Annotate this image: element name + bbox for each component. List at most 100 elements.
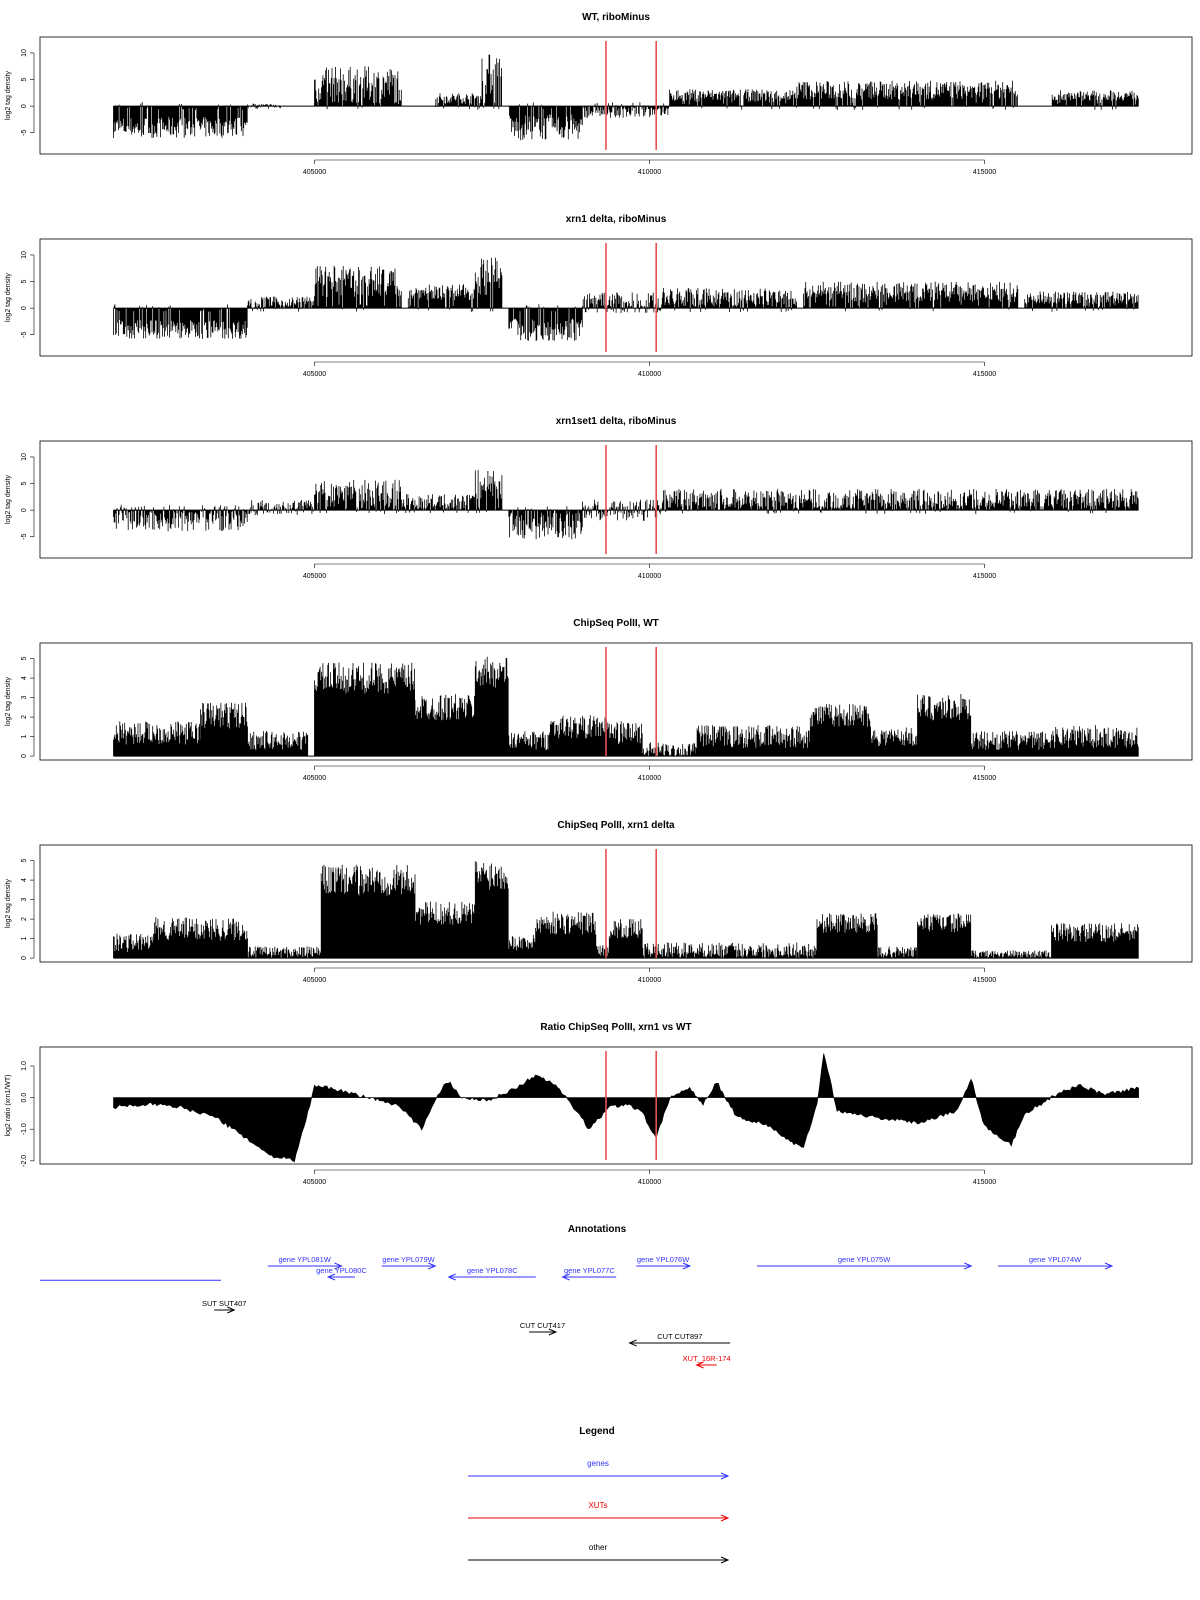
y-tick-label: 2 bbox=[21, 917, 28, 921]
feature-label: CUT CUT417 bbox=[520, 1321, 565, 1330]
legend-item: XUTs bbox=[468, 1501, 730, 1522]
plot-frame bbox=[39, 844, 1193, 963]
feature-label: XUT_16R-174 bbox=[683, 1354, 731, 1363]
legend-label: XUTs bbox=[588, 1501, 607, 1510]
y-tick-label: 3 bbox=[21, 696, 28, 700]
legend-item: genes bbox=[468, 1459, 730, 1480]
arrow-right-icon bbox=[720, 1556, 730, 1564]
annotation-feature: gene YPL079W bbox=[381, 1255, 437, 1270]
track-panel-1: WT, riboMinus -5 0 5 10 log2 tag density 40500… bbox=[5, 12, 1193, 176]
y-tick-label: 1 bbox=[21, 735, 28, 739]
y-tick-label: -2.0 bbox=[21, 1155, 28, 1167]
arrow-right-icon bbox=[720, 1514, 730, 1522]
y-tick-label: 2 bbox=[21, 715, 28, 719]
arrow-right-icon bbox=[720, 1472, 730, 1480]
panel-title: WT, riboMinus bbox=[582, 12, 650, 23]
y-tick-label: 1.0 bbox=[21, 1061, 28, 1071]
y-tick-label: -5 bbox=[21, 534, 28, 540]
y-tick-label: 5 bbox=[21, 481, 28, 485]
annotation-feature: CUT CUT417 bbox=[520, 1321, 565, 1336]
y-tick-label: 0.0 bbox=[21, 1093, 28, 1103]
plot-frame bbox=[39, 642, 1193, 761]
y-tick-label: 10 bbox=[21, 453, 28, 461]
y-axis-label: log2 tag density bbox=[5, 474, 12, 524]
signal-bars bbox=[113, 469, 1139, 540]
y-axis-label: log2 ratio (xrn1/WT) bbox=[5, 1075, 12, 1137]
arrow-right-icon bbox=[428, 1262, 437, 1270]
x-tick-label: 405000 bbox=[303, 977, 326, 984]
annotations-panel: Annotations gene YPL081W gene YPL080C gene … bbox=[40, 1224, 1114, 1369]
y-tick-label: 0 bbox=[21, 956, 28, 960]
annotations-title: Annotations bbox=[568, 1224, 627, 1235]
ratio-area bbox=[113, 1053, 1139, 1163]
y-tick-label: 0 bbox=[21, 508, 28, 512]
x-tick-label: 415000 bbox=[973, 1179, 996, 1186]
track-panel-4: ChipSeq PolII, WT 0 1 2 3 4 5 log2 tag density 4… bbox=[5, 618, 1193, 782]
panel-title: xrn1 delta, riboMinus bbox=[566, 214, 667, 225]
legend-label: genes bbox=[587, 1459, 609, 1468]
annotation-feature: gene YPL077C bbox=[561, 1266, 617, 1281]
track-panel-5: ChipSeq PolII, xrn1 delta 0 1 2 3 4 5 log2 tag … bbox=[5, 820, 1193, 984]
panel-title: ChipSeq PolII, WT bbox=[573, 618, 659, 629]
x-tick-label: 410000 bbox=[638, 169, 661, 176]
arrow-left-icon bbox=[326, 1273, 336, 1281]
legend-item: other bbox=[468, 1543, 730, 1564]
x-tick-label: 405000 bbox=[303, 1179, 326, 1186]
feature-label: gene YPL081W bbox=[278, 1255, 331, 1264]
annotation-feature: gene YPL078C bbox=[447, 1266, 536, 1281]
y-tick-label: 0 bbox=[21, 104, 28, 108]
y-axis-label: log2 tag density bbox=[5, 676, 12, 726]
x-tick-label: 415000 bbox=[973, 371, 996, 378]
legend-panel: Legend genes XUTs other bbox=[468, 1426, 730, 1564]
y-tick-label: 4 bbox=[21, 676, 28, 680]
annotation-feature: CUT CUT897 bbox=[628, 1332, 731, 1347]
plot-frame bbox=[39, 440, 1193, 559]
y-tick-label: -5 bbox=[21, 332, 28, 338]
x-tick-label: 415000 bbox=[973, 977, 996, 984]
feature-label: gene YPL078C bbox=[467, 1266, 518, 1275]
arrow-right-icon bbox=[548, 1328, 558, 1336]
feature-label: gene YPL080C bbox=[316, 1266, 367, 1275]
panel-title: xrn1set1 delta, riboMinus bbox=[556, 416, 677, 427]
x-tick-label: 405000 bbox=[303, 371, 326, 378]
track-signal bbox=[113, 656, 1139, 757]
x-tick-label: 410000 bbox=[638, 775, 661, 782]
x-tick-label: 410000 bbox=[638, 573, 661, 580]
y-tick-label: 5 bbox=[21, 859, 28, 863]
x-tick-label: 405000 bbox=[303, 573, 326, 580]
track-signal bbox=[113, 54, 1139, 141]
annotation-feature: SUT SUT407 bbox=[202, 1299, 246, 1314]
signal-bars bbox=[113, 257, 1139, 342]
annotation-feature: XUT_16R-174 bbox=[683, 1354, 731, 1369]
arrow-right-icon bbox=[964, 1262, 973, 1270]
annotation-feature: gene YPL080C bbox=[316, 1266, 367, 1281]
legend-title: Legend bbox=[579, 1426, 615, 1437]
track-signal bbox=[113, 861, 1139, 959]
x-tick-label: 415000 bbox=[973, 169, 996, 176]
signal-bars bbox=[113, 861, 1139, 959]
legend-label: other bbox=[589, 1543, 608, 1552]
track-signal bbox=[113, 1053, 1139, 1163]
x-tick-label: 410000 bbox=[638, 371, 661, 378]
y-tick-label: -1.0 bbox=[21, 1123, 28, 1135]
signal-bars bbox=[113, 54, 1139, 141]
plot-frame bbox=[39, 36, 1193, 155]
annotation-feature: gene YPL074W bbox=[998, 1255, 1114, 1270]
y-tick-label: 5 bbox=[21, 279, 28, 283]
track-panel-2: xrn1 delta, riboMinus -5 0 5 10 log2 tag dens… bbox=[5, 214, 1193, 378]
arrow-left-icon bbox=[561, 1273, 570, 1281]
x-tick-label: 410000 bbox=[638, 977, 661, 984]
feature-label: gene YPL075W bbox=[838, 1255, 891, 1264]
x-tick-label: 405000 bbox=[303, 169, 326, 176]
plot-frame bbox=[39, 1046, 1193, 1165]
panel-title: Ratio ChipSeq PolII, xrn1 vs WT bbox=[540, 1022, 691, 1033]
feature-label: SUT SUT407 bbox=[202, 1299, 246, 1308]
x-tick-label: 415000 bbox=[973, 775, 996, 782]
feature-label: CUT CUT897 bbox=[657, 1332, 702, 1341]
arrow-right-icon bbox=[227, 1306, 236, 1314]
arrow-left-icon bbox=[695, 1361, 704, 1369]
y-axis-label: log2 tag density bbox=[5, 878, 12, 928]
y-tick-label: -5 bbox=[21, 130, 28, 136]
annotation-feature: gene YPL081W bbox=[267, 1255, 343, 1270]
